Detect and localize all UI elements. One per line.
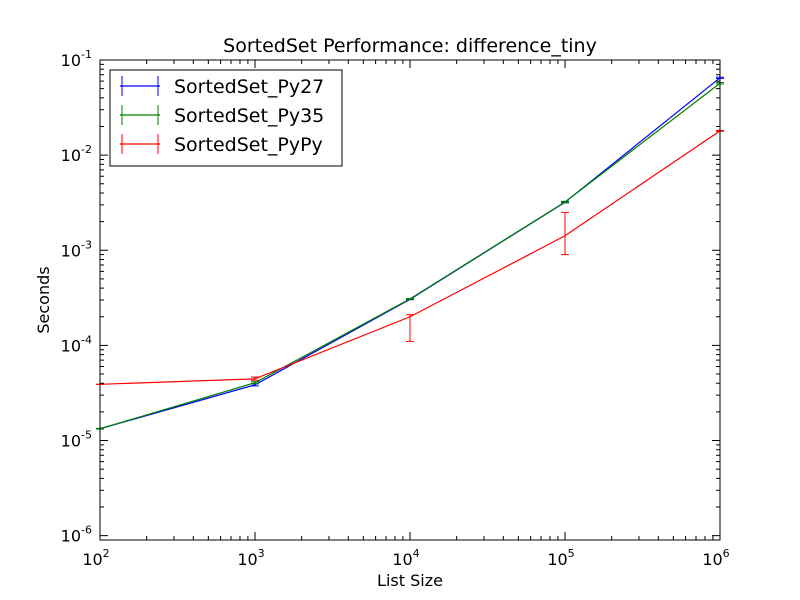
legend-entry: SortedSet_PyPy [120, 134, 323, 156]
x-tick-label: 105 [547, 547, 574, 569]
y-tick-label: 10-2 [61, 143, 92, 165]
chart-title: SortedSet Performance: difference_tiny [223, 35, 597, 57]
x-axis-title: List Size [377, 571, 443, 590]
tick-layer: 102 103 104 105 106 10-6 10-5 10-4 10-3 10-2 10-1 [61, 48, 730, 569]
x-tick-label: 106 [702, 547, 729, 569]
y-tick-label: 10-3 [61, 238, 92, 260]
x-tick-label: 104 [392, 547, 419, 569]
series-line [99, 130, 721, 385]
legend-label: SortedSet_Py27 [174, 76, 324, 98]
y-tick-label: 10-1 [61, 48, 92, 70]
legend: SortedSet_Py27 SortedSet_Py35 SortedSet_Py… [109, 69, 343, 167]
x-tick-label: 102 [82, 547, 109, 569]
legend-label: SortedSet_PyPy [174, 134, 323, 156]
legend-entry: SortedSet_Py27 [120, 76, 324, 98]
series-SortedSet_PyPy [96, 129, 724, 385]
x-tick-label: 103 [237, 547, 264, 569]
y-axis-title: Seconds [34, 266, 53, 333]
legend-entry: SortedSet_Py35 [120, 105, 324, 127]
y-tick-label: 10-6 [61, 524, 92, 546]
legend-label: SortedSet_Py35 [174, 105, 324, 127]
y-tick-label: 10-4 [61, 333, 92, 355]
y-tick-label: 10-5 [61, 429, 92, 451]
series-layer [96, 76, 724, 430]
